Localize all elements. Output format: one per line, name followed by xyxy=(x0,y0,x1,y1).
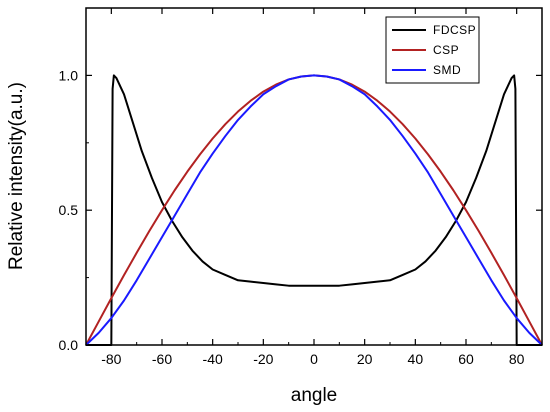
x-tick-label: 0 xyxy=(310,351,318,367)
x-tick-label: -80 xyxy=(101,351,121,367)
legend-label-fdcsp: FDCSP xyxy=(433,23,476,37)
x-tick-label: 80 xyxy=(509,351,525,367)
legend-label-smd: SMD xyxy=(433,63,461,77)
x-tick-label: 20 xyxy=(357,351,373,367)
x-tick-label: -40 xyxy=(203,351,223,367)
x-tick-label: -60 xyxy=(152,351,172,367)
series-line-smd xyxy=(85,74,543,346)
x-axis-label: angle xyxy=(291,385,338,406)
series-layer xyxy=(85,74,543,346)
y-axis-label: Relative intensity(a.u.) xyxy=(6,82,27,270)
legend: FDCSP CSP SMD xyxy=(385,16,480,84)
y-tick-label: 1.0 xyxy=(59,67,79,83)
y-tick-label: 0.5 xyxy=(59,202,79,218)
legend-label-csp: CSP xyxy=(433,43,459,57)
y-ticks: 0.0 0.5 1.0 xyxy=(59,67,542,353)
x-ticks: -80 -60 -40 -20 0 20 40 60 80 xyxy=(85,8,543,367)
x-tick-label: -20 xyxy=(253,351,273,367)
x-tick-label: 60 xyxy=(458,351,474,367)
y-tick-label: 0.0 xyxy=(59,337,79,353)
x-tick-label: 40 xyxy=(408,351,424,367)
series-line-fdcsp xyxy=(86,74,542,346)
